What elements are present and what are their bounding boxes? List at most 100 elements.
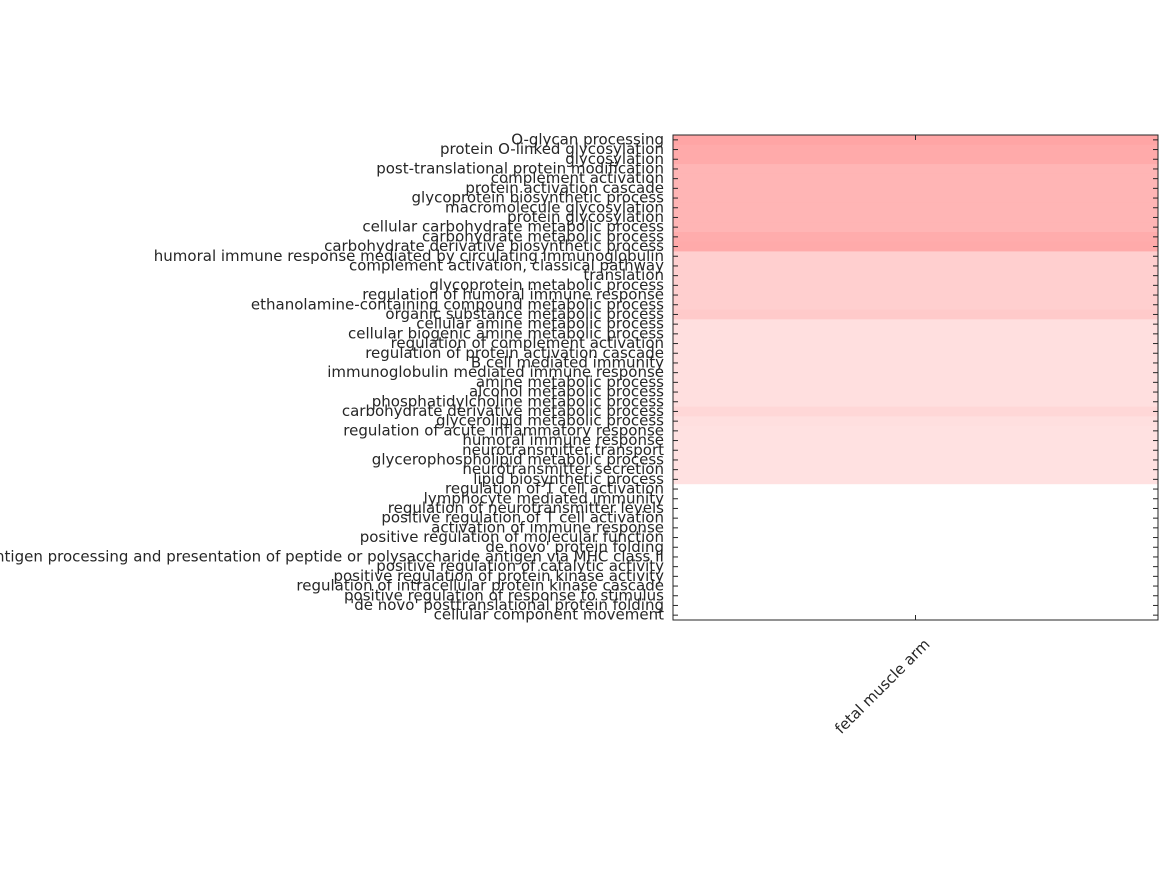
y-tick-label: neurotransmitter secretion bbox=[462, 460, 664, 478]
y-tick-label: protein O-linked glycosylation bbox=[440, 140, 664, 158]
y-tick-label: cellular component movement bbox=[434, 606, 664, 624]
y-tick-label: ethanolamine-containing compound metabol… bbox=[251, 295, 664, 313]
y-tick-label: carbohydrate metabolic process bbox=[422, 227, 664, 245]
heatmap-cell bbox=[673, 396, 1158, 408]
heatmap-cell bbox=[673, 503, 1158, 514]
heatmap-cell bbox=[673, 590, 1158, 602]
heatmap-cell bbox=[673, 571, 1158, 582]
y-tick-label: carbohydrate derivative metabolic proces… bbox=[342, 402, 664, 420]
heatmap-cell bbox=[673, 358, 1158, 369]
heatmap-cell bbox=[673, 513, 1158, 524]
heatmap-cell bbox=[673, 523, 1158, 534]
heatmap-cell bbox=[673, 445, 1158, 456]
y-tick-label: regulation of acute inflammatory respons… bbox=[343, 421, 664, 439]
heatmap-cell bbox=[673, 406, 1158, 417]
heatmap-cell bbox=[673, 202, 1158, 214]
heatmap-cell bbox=[673, 222, 1158, 233]
heatmap-cell bbox=[673, 154, 1158, 165]
y-tick-label: positive regulation of protein kinase ac… bbox=[333, 567, 664, 585]
heatmap-cell bbox=[673, 455, 1158, 466]
heatmap-cell bbox=[673, 183, 1158, 194]
y-tick-label: de novo' protein folding bbox=[485, 538, 664, 556]
y-tick-label: amine metabolic process bbox=[476, 373, 664, 391]
heatmap-cell bbox=[673, 329, 1158, 340]
y-tick-label: complement activation bbox=[491, 169, 664, 187]
heatmap-cell bbox=[673, 387, 1158, 398]
heatmap-cell bbox=[673, 581, 1158, 592]
y-tick-label: positive regulation of T cell activation bbox=[381, 509, 664, 527]
heatmap-cell bbox=[673, 542, 1158, 553]
heatmap-cell bbox=[673, 416, 1158, 427]
x-tick-label: fetal muscle arm bbox=[831, 635, 933, 737]
y-tick-label: humoral immune response bbox=[462, 431, 664, 449]
heatmap-cell bbox=[673, 241, 1158, 252]
heatmap-cell bbox=[673, 232, 1158, 243]
y-tick-label: regulation of T cell activation bbox=[445, 480, 664, 498]
y-tick-label: carbohydrate derivative biosynthetic pro… bbox=[324, 237, 664, 255]
y-tick-label: organic substance metabolic process bbox=[385, 305, 664, 323]
y-tick-label: activation of immune response bbox=[431, 518, 664, 536]
y-tick-label: humoral immune response mediated by circ… bbox=[154, 247, 664, 265]
y-tick-label: regulation of neurotransmitter levels bbox=[388, 499, 664, 517]
heatmap-cell bbox=[673, 173, 1158, 184]
y-tick-label: positive regulation of response to stimu… bbox=[344, 586, 664, 604]
y-tick-label: glycosylation bbox=[565, 150, 664, 168]
y-tick-label: positive regulation of molecular functio… bbox=[360, 528, 664, 546]
y-tick-label: regulation of complement activation bbox=[391, 334, 664, 352]
heatmap-cell bbox=[673, 348, 1158, 359]
heatmap-cell bbox=[673, 280, 1158, 291]
heatmap-cell bbox=[673, 338, 1158, 349]
heatmap-cell bbox=[673, 552, 1158, 563]
y-tick-label: glycoprotein biosynthetic process bbox=[412, 189, 665, 207]
y-tick-label: lymphocyte mediated immunity bbox=[424, 489, 664, 507]
y-tick-label: glycerophospholipid metabolic process bbox=[372, 450, 664, 468]
y-tick-label: glycoprotein metabolic process bbox=[429, 276, 664, 294]
heatmap-cell bbox=[673, 144, 1158, 155]
y-tick-label: macromolecule glycosylation bbox=[445, 198, 664, 216]
heatmap-cell bbox=[673, 193, 1158, 204]
y-tick-label: cellular carbohydrate metabolic process bbox=[362, 218, 664, 236]
heatmap-cell bbox=[673, 532, 1158, 543]
heatmap-cell bbox=[673, 464, 1158, 475]
heatmap-cell bbox=[673, 426, 1158, 437]
heatmap-cell bbox=[673, 561, 1158, 572]
y-tick-label: post-translational protein modification bbox=[376, 159, 664, 177]
heatmap-cell bbox=[673, 261, 1158, 272]
heatmap-cell bbox=[673, 474, 1158, 485]
heatmap-cell bbox=[673, 164, 1158, 175]
y-tick-label: regulation of intracellular protein kina… bbox=[296, 577, 664, 595]
y-tick-label: regulation of protein activation cascade bbox=[365, 344, 664, 362]
y-tick-label: B cell mediated immunity bbox=[471, 353, 664, 371]
heatmap-cell bbox=[673, 377, 1158, 388]
y-tick-label: protein activation cascade bbox=[465, 179, 664, 197]
heatmap-cells bbox=[673, 135, 1158, 621]
heatmap-cell bbox=[673, 309, 1158, 320]
y-tick-label: complement activation, classical pathway bbox=[349, 256, 664, 274]
heatmap-cell bbox=[673, 435, 1158, 446]
y-tick-label: lipid biosynthetic process bbox=[473, 470, 664, 488]
heatmap-cell bbox=[673, 484, 1158, 495]
y-tick-label: alcohol metabolic process bbox=[469, 383, 664, 401]
heatmap-cell bbox=[673, 135, 1158, 146]
y-tick-label: glycerolipid metabolic process bbox=[436, 412, 664, 430]
heatmap-cell bbox=[673, 299, 1158, 311]
y-tick-label: cellular biogenic amine metabolic proces… bbox=[348, 324, 664, 342]
y-tick-label: cellular amine metabolic process bbox=[416, 315, 664, 333]
heatmap-cell bbox=[673, 493, 1158, 505]
y-tick-label: O-glycan processing bbox=[511, 130, 664, 148]
heatmap-cell bbox=[673, 290, 1158, 301]
y-tick-label: phosphatidylcholine metabolic process bbox=[372, 392, 664, 410]
y-tick-label: antigen processing and presentation of p… bbox=[0, 547, 664, 565]
heatmap-cell bbox=[673, 251, 1158, 262]
y-tick-label: 'de novo' posttranslational protein fold… bbox=[350, 596, 664, 614]
heatmap-cell bbox=[673, 319, 1158, 330]
y-tick-label: protein glycosylation bbox=[507, 208, 664, 226]
heatmap-cell bbox=[673, 270, 1158, 281]
y-tick-label: immunoglobulin mediated immune response bbox=[327, 363, 664, 381]
heatmap-cell bbox=[673, 212, 1158, 223]
y-tick-label: neurotransmitter transport bbox=[462, 441, 664, 459]
y-tick-label: regulation of humoral immune response bbox=[362, 286, 664, 304]
y-tick-label: translation bbox=[583, 266, 664, 284]
heatmap-cell bbox=[673, 600, 1158, 611]
